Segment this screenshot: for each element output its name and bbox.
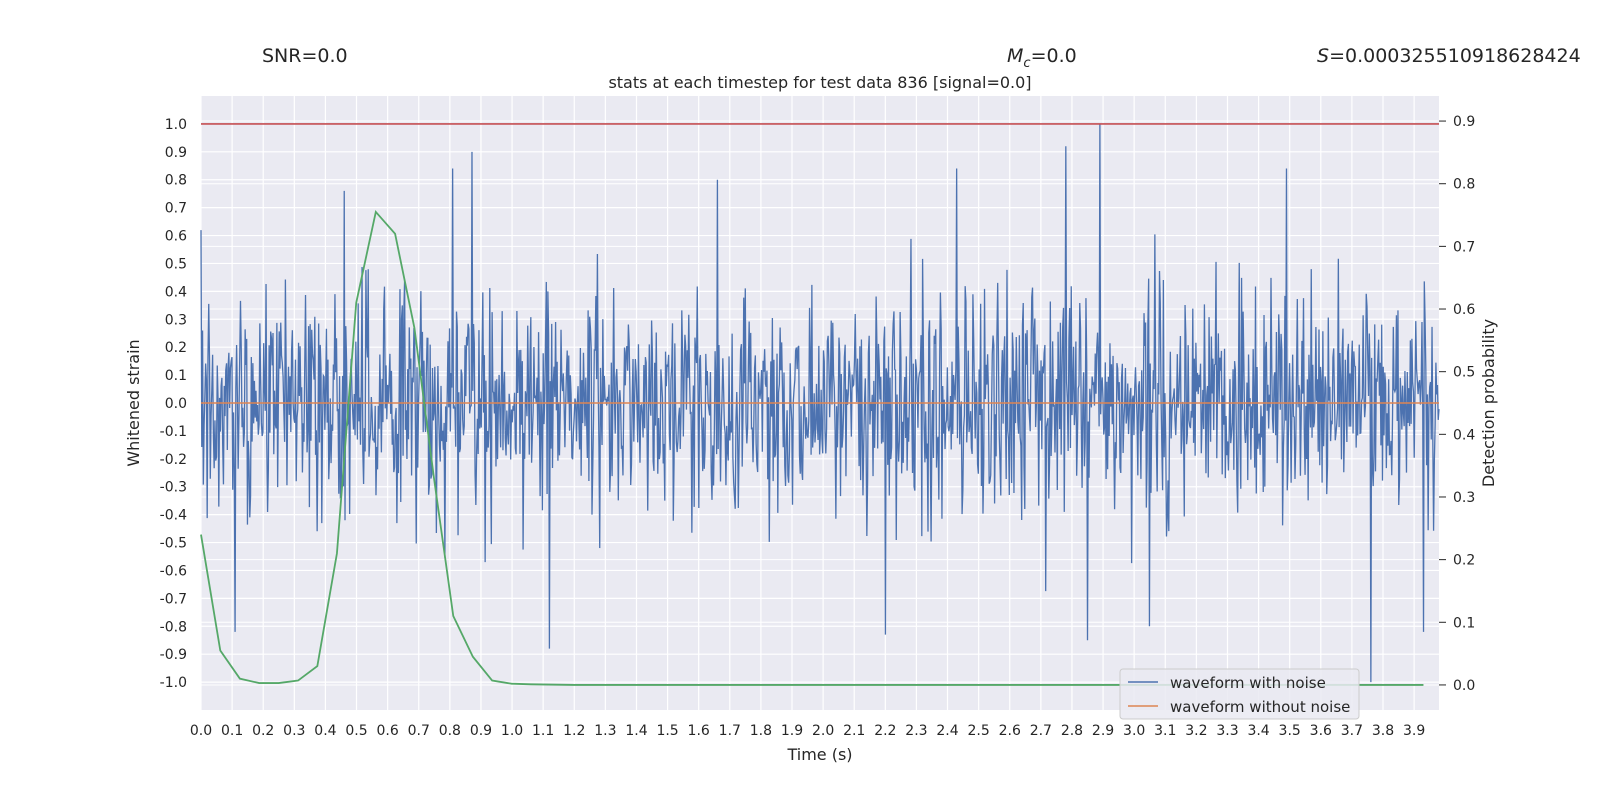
y2-tick-label: 0.0 [1453, 678, 1475, 694]
legend-box [1119, 668, 1360, 720]
y2-tick-label: 0.2 [1453, 553, 1475, 569]
y-tick-label: 0.6 [165, 229, 187, 245]
chirp-mass-value: =0.0 [1031, 45, 1077, 67]
x-tick-label: 2.2 [874, 723, 896, 739]
y2-tick-label: 0.8 [1453, 177, 1475, 193]
s-statistic-value: =0.000325510918628424 [1329, 45, 1581, 67]
x-tick-label: 1.4 [625, 723, 647, 739]
s-statistic-symbol: S [1317, 45, 1329, 67]
x-tick-labels: 0.0 0.1 0.2 0.3 0.4 0.5 0.6 0.7 0.8 0.9 1.0 1.1 1.2 1… [190, 723, 1425, 739]
x-tick-label: 0.6 [377, 723, 399, 739]
x-tick-label: 2.8 [1061, 723, 1083, 739]
y-tick-label: 0.1 [165, 368, 187, 384]
waveform-with-noise-series [200, 123, 1440, 683]
x-tick-label: 1.5 [656, 723, 678, 739]
y2-tick-labels: 0.9 0.8 0.7 0.6 0.5 0.4 0.3 0.2 0.1 0.0 [1439, 114, 1475, 694]
y-tick-label: 0.8 [165, 173, 187, 189]
y-tick-label: -1.0 [160, 675, 187, 691]
chirp-mass-label: Mc=0.0 [1007, 45, 1077, 71]
x-tick-label: 2.6 [999, 723, 1021, 739]
x-tick-label: 0.0 [190, 723, 212, 739]
x-tick-label: 3.8 [1372, 723, 1394, 739]
x-tick-label: 2.9 [1092, 723, 1114, 739]
detection-probability-series [200, 209, 1424, 686]
chirp-mass-subscript: c [1023, 56, 1030, 71]
x-tick-label: 0.5 [345, 723, 367, 739]
s-statistic-label: S=0.000325510918628424 [1317, 45, 1581, 67]
chart-title: stats at each timestep for test data 836… [608, 73, 1031, 92]
x-tick-label: 1.8 [750, 723, 772, 739]
x-tick-label: 2.4 [936, 723, 958, 739]
y-tick-label: -0.6 [160, 563, 187, 579]
y-tick-label: -0.1 [160, 424, 187, 440]
x-tick-label: 3.9 [1403, 723, 1425, 739]
x-tick-label: 2.0 [812, 723, 834, 739]
x-tick-label: 0.8 [439, 723, 461, 739]
y-tick-label: -0.8 [160, 619, 187, 635]
x-tick-label: 1.7 [719, 723, 741, 739]
y-tick-labels: 1.0 0.9 0.8 0.7 0.6 0.5 0.4 0.3 0.2 0.1 0.0 -0.1 -0.… [160, 117, 187, 691]
x-tick-label: 1.6 [688, 723, 710, 739]
y-tick-label: -0.4 [160, 508, 187, 524]
y-tick-label: 0.3 [165, 312, 187, 328]
y-tick-label: -0.5 [160, 536, 187, 552]
y2-tick-label: 0.4 [1453, 427, 1475, 443]
x-tick-label: 1.0 [501, 723, 523, 739]
x-tick-label: 0.2 [252, 723, 274, 739]
x-tick-label: 3.7 [1341, 723, 1363, 739]
x-tick-label: 3.3 [1216, 723, 1238, 739]
y2-tick-label: 0.6 [1453, 302, 1475, 318]
y-tick-label: 0.9 [165, 145, 187, 161]
detection-probability-line [200, 209, 1424, 686]
y2-tick-label: 0.5 [1453, 365, 1475, 381]
x-tick-label: 2.5 [968, 723, 990, 739]
x-tick-label: 2.1 [843, 723, 865, 739]
x-tick-label: 1.3 [594, 723, 616, 739]
x-tick-label: 0.3 [283, 723, 305, 739]
y-tick-label: 0.5 [165, 256, 187, 272]
x-axis-label: Time (s) [786, 745, 852, 764]
legend-label-clean: waveform without noise [1170, 698, 1350, 716]
y-tick-label: 0.4 [165, 284, 187, 300]
y2-tick-label: 0.1 [1453, 615, 1475, 631]
x-tick-label: 1.2 [563, 723, 585, 739]
legend: waveform with noise waveform without noi… [1119, 668, 1360, 720]
waveform-with-noise-line [200, 123, 1440, 683]
x-tick-label: 3.5 [1279, 723, 1301, 739]
y-tick-label: -0.7 [160, 591, 187, 607]
snr-label: SNR=0.0 [262, 45, 348, 67]
x-tick-label: 1.9 [781, 723, 803, 739]
y-tick-label: 0.0 [165, 396, 187, 412]
y2-axis-label: Detection probability [1479, 319, 1498, 487]
x-tick-label: 0.7 [408, 723, 430, 739]
y-tick-label: -0.2 [160, 452, 187, 468]
x-tick-label: 2.3 [905, 723, 927, 739]
x-tick-label: 3.0 [1123, 723, 1145, 739]
y-tick-label: -0.3 [160, 480, 187, 496]
x-tick-label: 0.4 [314, 723, 336, 739]
x-tick-label: 3.1 [1154, 723, 1176, 739]
y-axis-label: Whitened strain [124, 339, 143, 466]
x-tick-label: 3.6 [1310, 723, 1332, 739]
y-tick-label: -0.9 [160, 647, 187, 663]
y2-tick-label: 0.7 [1453, 239, 1475, 255]
x-tick-label: 3.2 [1185, 723, 1207, 739]
x-tick-label: 0.9 [470, 723, 492, 739]
x-tick-label: 1.1 [532, 723, 554, 739]
x-tick-label: 2.7 [1030, 723, 1052, 739]
chirp-mass-symbol: M [1007, 45, 1023, 67]
y-tick-label: 1.0 [165, 117, 187, 133]
y-tick-label: 0.7 [165, 201, 187, 217]
x-tick-label: 3.4 [1247, 723, 1269, 739]
y-tick-label: 0.2 [165, 340, 187, 356]
y2-tick-label: 0.3 [1453, 490, 1475, 506]
y2-tick-label: 0.9 [1453, 114, 1475, 130]
legend-label-noisy: waveform with noise [1170, 674, 1326, 692]
x-tick-label: 0.1 [221, 723, 243, 739]
